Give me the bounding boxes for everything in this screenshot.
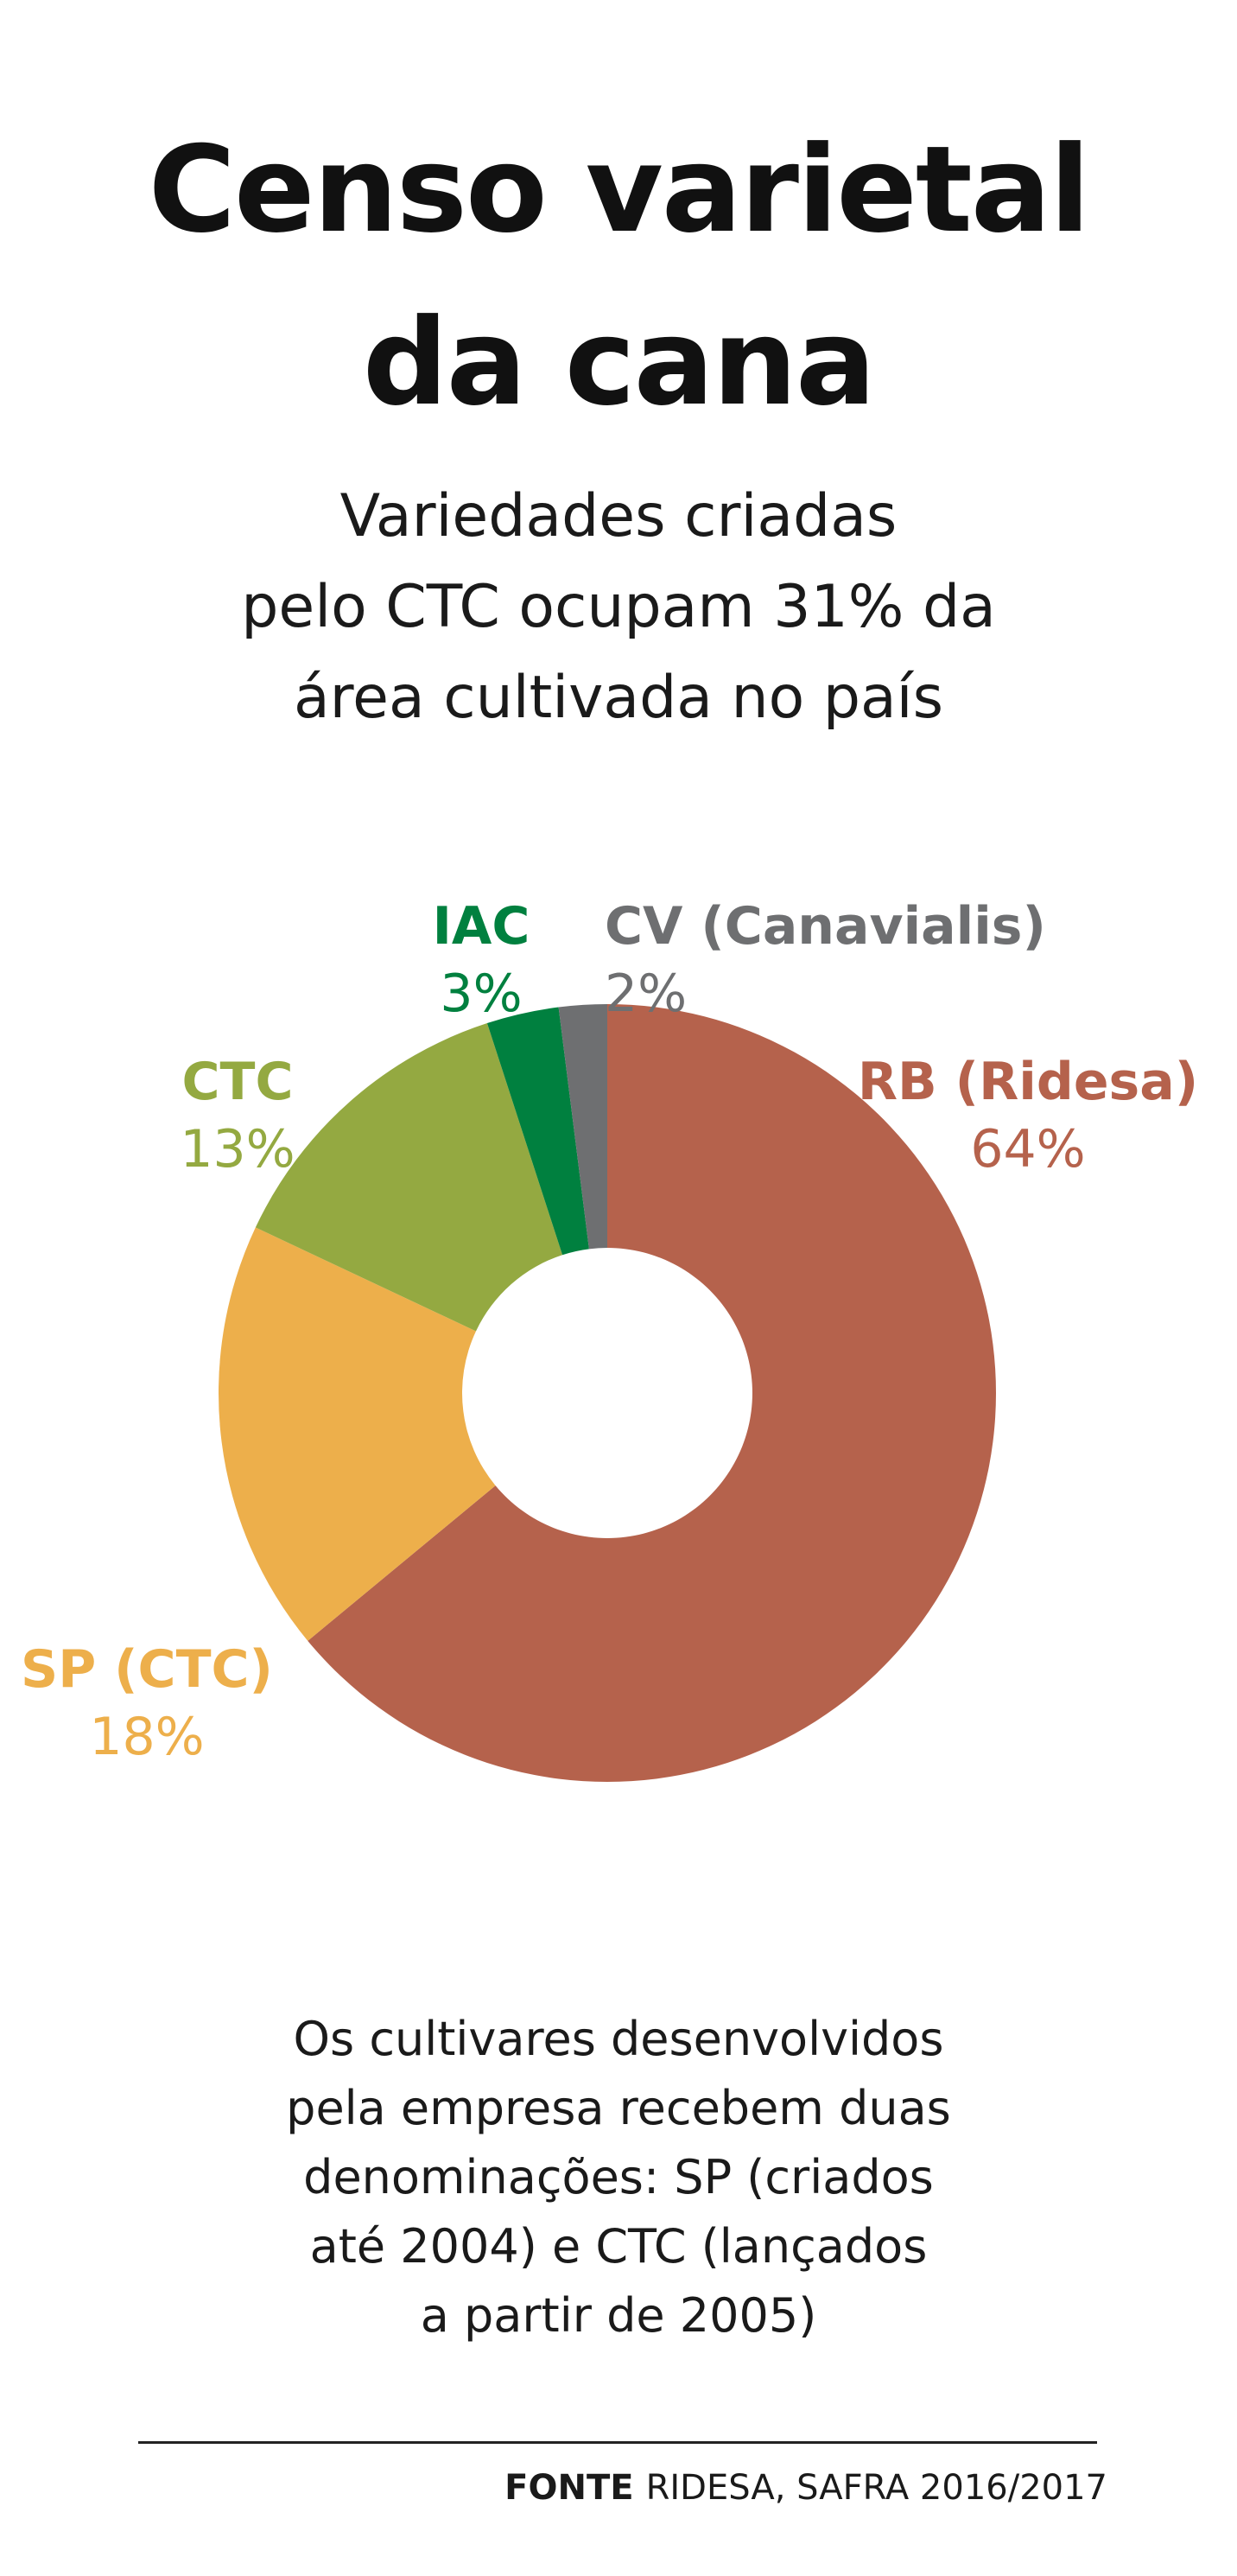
slice-cv-canavialis xyxy=(558,1004,607,1250)
slice-iac xyxy=(486,1007,589,1256)
source-label: FONTE xyxy=(504,2468,634,2508)
chart-subtitle: Variedades criadas pelo CTC ocupam 31% d… xyxy=(0,471,1237,743)
slice-rb-ridesa xyxy=(308,1004,996,1782)
source-divider xyxy=(138,2441,1097,2444)
chart-title: Censo varietal da cana xyxy=(0,104,1237,449)
chart-title-line-1: Censo varietal xyxy=(148,120,1091,259)
value-label-cv-canavialis: 2% xyxy=(605,964,687,1024)
slice-ctc xyxy=(255,1023,563,1332)
chart-footnote: Os cultivares desenvolvidos pela empresa… xyxy=(0,2005,1237,2350)
footnote-line-5: a partir de 2005) xyxy=(420,2288,817,2343)
footnote-line-1: Os cultivares desenvolvidos xyxy=(293,2012,944,2066)
value-label-ctc: 13% xyxy=(180,1119,295,1180)
label-rb-ridesa: RB (Ridesa) xyxy=(858,1052,1198,1112)
chart-subtitle-line-3: área cultivada no país xyxy=(293,664,944,732)
slice-sp-ctc xyxy=(218,1227,496,1641)
footnote-line-2: pela empresa recebem duas xyxy=(286,2081,951,2135)
label-cv-canavialis: CV (Canavialis) xyxy=(605,896,1046,957)
label-iac: IAC xyxy=(433,896,530,957)
value-label-sp-ctc: 18% xyxy=(89,1707,204,1767)
value-label-iac: 3% xyxy=(440,964,522,1024)
chart-title-line-2: da cana xyxy=(362,293,876,432)
value-label-rb-ridesa: 64% xyxy=(970,1119,1085,1180)
label-sp-ctc: SP (CTC) xyxy=(21,1639,273,1700)
chart-subtitle-line-1: Variedades criadas xyxy=(339,482,898,550)
footnote-line-4: até 2004) e CTC (lançados xyxy=(309,2219,928,2274)
source-credit: FONTE RIDESA, SAFRA 2016/2017 xyxy=(504,2468,1107,2508)
label-ctc: CTC xyxy=(182,1052,294,1112)
source-text: RIDESA, SAFRA 2016/2017 xyxy=(645,2468,1107,2508)
footnote-line-3: denominações: SP (criados xyxy=(303,2150,934,2204)
chart-subtitle-line-2: pelo CTC ocupam 31% da xyxy=(241,573,996,641)
